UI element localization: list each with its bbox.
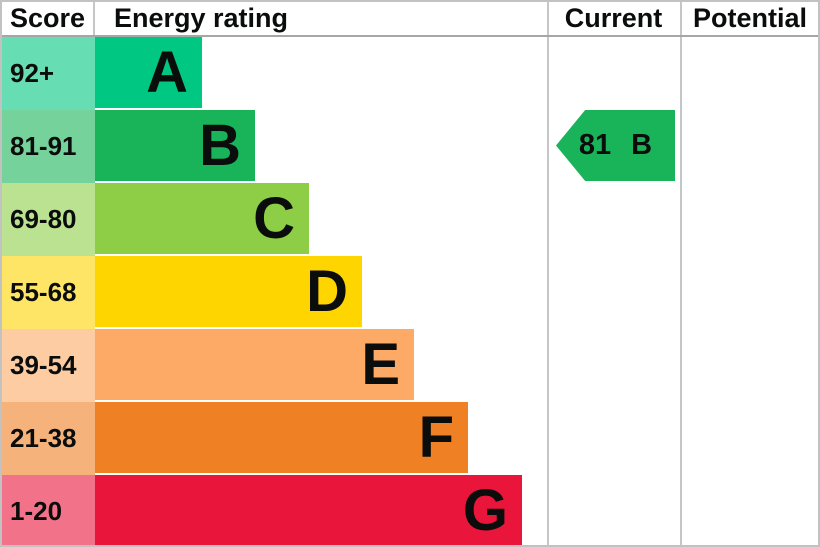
energy-rating-header: Energy rating (114, 3, 289, 33)
rating-bar: C (95, 183, 309, 254)
score-cell: 92+ (2, 37, 95, 110)
potential-column-divider (680, 2, 682, 545)
current-column-divider (547, 2, 549, 545)
score-range-label: 55-68 (10, 277, 77, 307)
potential-header: Potential (692, 3, 807, 33)
band-letter: B (199, 112, 241, 178)
current-header: Current (564, 3, 663, 33)
band-row: 39-54 E (2, 329, 818, 402)
rating-bar: E (95, 329, 414, 400)
rating-bar: F (95, 402, 468, 473)
band-letter: E (361, 331, 400, 397)
current-rating-arrow: 81 B (556, 110, 675, 181)
band-letter: A (146, 39, 188, 105)
score-cell: 1-20 (2, 475, 95, 545)
score-header: Score (10, 3, 86, 33)
band-row: 1-20 G (2, 475, 818, 545)
band-row: 21-38 F (2, 402, 818, 475)
score-cell: 69-80 (2, 183, 95, 256)
rating-bar: B (95, 110, 255, 181)
score-range-label: 69-80 (10, 204, 77, 234)
score-cell: 39-54 (2, 329, 95, 402)
band-row: 69-80 C (2, 183, 818, 256)
current-rating-value: 81 (578, 129, 612, 161)
rating-rows: 92+ A 81-91 B 69-80 C 55-68 (2, 37, 818, 545)
current-rating-band: B (631, 129, 653, 161)
band-letter: D (306, 258, 348, 324)
band-letter: C (253, 185, 295, 251)
band-row: 55-68 D (2, 256, 818, 329)
score-cell: 21-38 (2, 402, 95, 475)
score-range-label: 39-54 (10, 350, 77, 380)
band-row: 92+ A (2, 37, 818, 110)
score-cell: 81-91 (2, 110, 95, 183)
rating-bar: G (95, 475, 522, 545)
score-range-label: 92+ (10, 58, 55, 88)
band-letter: F (418, 404, 454, 470)
score-cell: 55-68 (2, 256, 95, 329)
header-row: Score Energy rating Current Potential (2, 2, 818, 37)
band-row: 81-91 B (2, 110, 818, 183)
rating-bar: D (95, 256, 362, 327)
score-range-label: 81-91 (10, 131, 77, 161)
score-range-label: 21-38 (10, 423, 77, 453)
rating-bar: A (95, 37, 202, 108)
band-letter: G (462, 477, 508, 543)
score-range-label: 1-20 (10, 496, 63, 526)
